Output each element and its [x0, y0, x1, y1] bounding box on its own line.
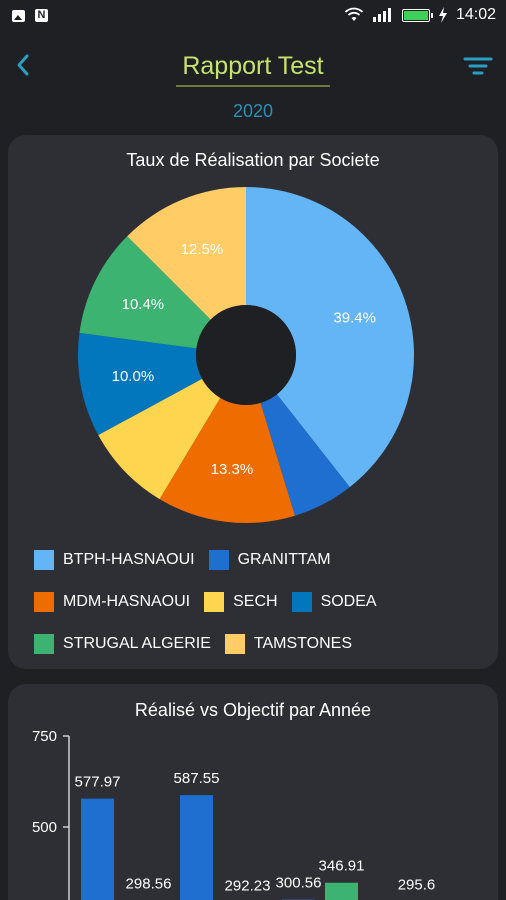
bar-1[interactable] — [81, 798, 114, 900]
legend-row: BTPH-HASNAOUI GRANITTAM — [34, 539, 474, 581]
legend-item-tamstones[interactable]: TAMSTONES — [224, 634, 352, 654]
pie-slice-label: 13.3% — [211, 461, 254, 478]
wifi-icon — [344, 7, 364, 21]
legend-swatch — [34, 592, 54, 612]
legend-swatch — [34, 550, 54, 570]
pie-slice-mdm-hasnaoui[interactable] — [159, 397, 295, 523]
bar-value-label: 577.97 — [75, 774, 121, 791]
back-button[interactable] — [8, 50, 38, 80]
filter-icon — [463, 57, 493, 75]
chevron-left-icon — [17, 54, 29, 76]
pie-slice-label: 10.0% — [112, 368, 155, 385]
legend-label: SODEA — [320, 593, 377, 610]
system-icons: 14:02 — [344, 6, 496, 24]
bar-value-label: 300.56 — [276, 875, 322, 892]
legend-swatch — [204, 592, 225, 612]
pie-legend: BTPH-HASNAOUI GRANITTAM MDM-HASNAOUI SEC… — [34, 539, 474, 665]
pie-slice-strugal-algerie[interactable] — [79, 236, 211, 349]
bar-value-label: 298.56 — [126, 875, 172, 892]
legend-item-granittam[interactable]: GRANITTAM — [208, 550, 331, 570]
filter-button[interactable] — [462, 53, 494, 81]
legend-label: MDM-HASNAOUI — [63, 593, 191, 610]
pie-chart-card: Taux de Réalisation par Societe 39.4% 13.… — [8, 135, 498, 669]
pie-slice-btph-hasnaoui[interactable] — [246, 187, 415, 488]
status-time: 14:02 — [455, 6, 496, 23]
legend-item-sech[interactable]: SECH — [204, 592, 278, 612]
pie-slice-granittam[interactable] — [260, 394, 350, 516]
image-icon — [12, 9, 25, 22]
page-title: Rapport Test — [176, 52, 330, 87]
app-header: Rapport Test — [0, 40, 506, 100]
legend-item-btph-hasnaoui[interactable]: BTPH-HASNAOUI — [34, 550, 195, 570]
pie-slice-sech[interactable] — [98, 378, 221, 500]
status-bar: N 14:02 — [0, 0, 506, 34]
legend-item-strugal-algerie[interactable]: STRUGAL ALGERIE — [34, 634, 211, 654]
legend-swatch — [208, 550, 229, 570]
n-icon: N — [35, 9, 48, 22]
pie-slice-label: 39.4% — [333, 309, 376, 326]
legend-row: STRUGAL ALGERIE TAMSTONES — [34, 623, 474, 665]
pie-slice-label: 10.4% — [122, 296, 165, 313]
legend-item-mdm-hasnaoui[interactable]: MDM-HASNAOUI — [34, 592, 190, 612]
legend-label: BTPH-HASNAOUI — [63, 551, 195, 568]
legend-label: SECH — [233, 593, 278, 610]
charging-icon — [438, 7, 447, 23]
pie-slice-sodea[interactable] — [77, 332, 203, 436]
y-tick-label: 750 — [32, 728, 57, 745]
signal-icon — [372, 8, 391, 22]
legend-row: MDM-HASNAOUI SECH SODEA — [34, 581, 474, 623]
bar-3[interactable] — [180, 795, 213, 900]
bar-chart-card: Réalisé vs Objectif par Année 500 750 577.… — [8, 684, 498, 900]
bar-chart-title: Réalisé vs Objectif par Année — [134, 700, 372, 720]
legend-label: TAMSTONES — [253, 635, 352, 652]
legend-label: GRANITTAM — [237, 551, 331, 568]
pie-slice-tamstones[interactable] — [127, 187, 246, 320]
bar-value-label: 295.6 — [398, 876, 436, 893]
pie-slice-label: 12.5% — [181, 241, 224, 258]
legend-swatch — [34, 634, 54, 654]
donut-hole — [196, 305, 296, 405]
legend-swatch — [224, 634, 245, 654]
bar-value-label: 292.23 — [225, 878, 271, 895]
bar-6[interactable] — [325, 882, 358, 900]
notification-icons: N — [12, 9, 48, 22]
legend-item-sodea[interactable]: SODEA — [291, 592, 377, 612]
pie-chart[interactable]: 39.4% 13.3% 10.0% 10.4% 12.5% — [8, 135, 498, 535]
legend-swatch — [291, 592, 312, 612]
battery-icon — [401, 8, 433, 22]
y-tick-label: 500 — [32, 819, 57, 836]
legend-label: STRUGAL ALGERIE — [63, 635, 211, 652]
title-wrapper: Rapport Test — [0, 52, 506, 87]
year-label[interactable]: 2020 — [232, 101, 274, 121]
bar-value-label: 346.91 — [319, 858, 365, 875]
bar-chart[interactable]: 500 750 577.97 298.56 587.55 292.23 300.56346.… — [8, 684, 498, 900]
pie-chart-title: Taux de Réalisation par Societe — [126, 150, 380, 170]
bar-value-label: 587.55 — [174, 770, 220, 787]
